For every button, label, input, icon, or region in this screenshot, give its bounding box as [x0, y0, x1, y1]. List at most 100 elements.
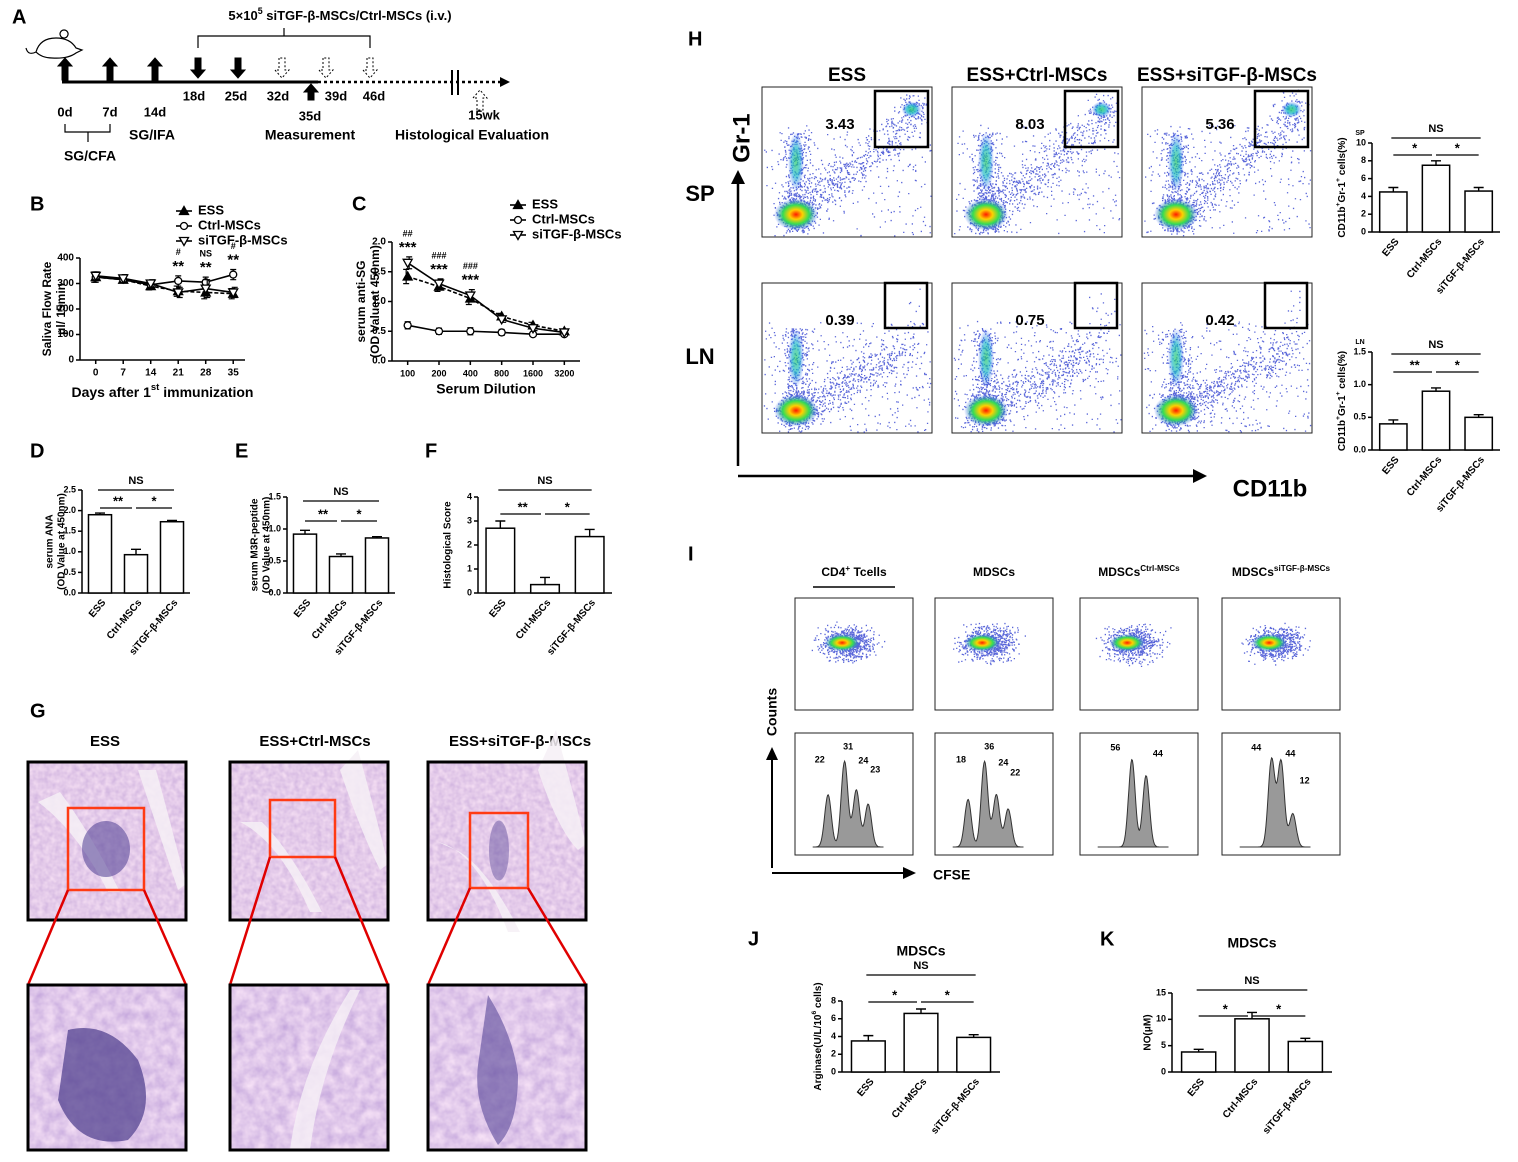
superscript: + — [1335, 178, 1342, 182]
data-point — [145, 279, 157, 290]
x-tick-label: siTGF-β-MSCs — [1261, 1076, 1314, 1136]
y-tick-label: 1.5 — [268, 491, 281, 501]
y-axis-label: NO(μM) — [1143, 1014, 1154, 1050]
density-hotspot — [964, 198, 1008, 231]
zoom-line — [228, 856, 272, 986]
text-segment: 5×10 — [228, 8, 257, 23]
significance-label: NS — [1244, 975, 1259, 987]
y-tick-label: 5 — [1161, 1040, 1166, 1050]
gate-percentage: 0.42 — [1205, 312, 1234, 329]
injection-arrow — [189, 57, 207, 79]
histogram-frame — [1079, 732, 1199, 856]
peak-label: 22 — [1010, 767, 1020, 777]
x-tick-label: 200 — [431, 368, 446, 378]
y-tick-label: 2.0 — [63, 505, 76, 515]
chart-title: MDSCs — [1227, 935, 1276, 951]
superscript: Ctrl-MSCs — [1140, 564, 1180, 573]
text-segment: MDSCs — [1232, 565, 1274, 579]
data-point — [496, 315, 508, 326]
data-point — [200, 284, 212, 295]
zoom-line — [426, 887, 472, 986]
peak-label: 44 — [1285, 748, 1295, 758]
bar — [123, 553, 149, 594]
y-axis-label: serum ANA — [45, 514, 56, 568]
y-tick-label: 2 — [467, 539, 472, 549]
cell-events — [1144, 89, 1312, 237]
day-label: 7d — [102, 104, 117, 119]
x-tick-label: Ctrl-MSCs — [1221, 1076, 1261, 1120]
phase-label: SG/IFA — [129, 127, 175, 143]
significance-label: * — [1455, 140, 1461, 155]
zoom-line — [142, 889, 188, 986]
histogram-frame — [794, 732, 914, 856]
text-segment: Arginase(U/L/10 — [813, 1014, 824, 1091]
immunization-arrow — [101, 57, 119, 81]
bar — [1287, 1040, 1324, 1073]
data-point — [402, 270, 414, 281]
y-tick-label: 0 — [1161, 1066, 1166, 1076]
arrowhead — [1193, 469, 1207, 483]
x-tick-label: Ctrl-MSCs — [105, 597, 145, 641]
panel-letter: B — [30, 193, 44, 215]
data-point — [172, 288, 184, 299]
significance-label: NS — [333, 486, 348, 498]
day-label: 35d — [299, 108, 321, 123]
zoom-box — [268, 798, 337, 859]
density-band — [1091, 101, 1112, 118]
significance-label: ** — [318, 506, 329, 521]
y-tick-label: 400 — [57, 253, 74, 264]
y-tick-label: 10 — [1156, 1014, 1166, 1024]
data-point — [527, 324, 539, 335]
gate — [1263, 281, 1309, 330]
significance-label: # — [176, 247, 181, 257]
bar — [1234, 1018, 1270, 1073]
bar — [1421, 164, 1451, 233]
day-label: 32d — [267, 88, 289, 103]
density-band — [1168, 328, 1184, 388]
column-header: MDSCsCtrl-MSCs — [1098, 564, 1180, 580]
y-axis-label: Gr-1 — [728, 113, 755, 162]
y-tick-label: 0 — [831, 1066, 836, 1076]
immunization-arrow — [56, 57, 74, 81]
injection-arrow — [229, 57, 247, 79]
x-axis-label: CFSE — [933, 867, 970, 883]
image-frame — [26, 983, 188, 1152]
y-tick-label: 1 — [467, 563, 472, 573]
tissue-tag: SP — [1355, 130, 1365, 137]
y-axis-label: μl/ 15min — [54, 283, 68, 335]
arrowhead — [903, 867, 916, 879]
infiltrate — [58, 1028, 146, 1142]
text-segment: Gr-1 — [1337, 182, 1348, 203]
series-line — [95, 275, 234, 294]
y-tick-label: 0.5 — [1353, 412, 1366, 422]
significance-label: ** — [172, 258, 184, 275]
row-label: LN — [685, 344, 714, 369]
panel-letter: J — [748, 928, 759, 950]
y-axis-label: serum M3R-peptide — [250, 498, 261, 591]
superscript: st — [151, 382, 160, 393]
significance-label: *** — [399, 239, 417, 256]
significance-label: * — [151, 493, 157, 508]
bar — [292, 533, 318, 594]
data-point — [433, 279, 445, 290]
bar — [529, 583, 561, 594]
density-hotspot — [1154, 198, 1198, 231]
x-tick-label: siTGF-β-MSCs — [929, 1076, 982, 1136]
text-segment: cells) — [813, 982, 824, 1010]
data-point — [434, 327, 444, 336]
peak-label: 23 — [870, 764, 880, 774]
y-axis-label: (OD Value at 450nm) — [262, 497, 273, 594]
cfse-histogram — [812, 759, 884, 848]
significance-label: * — [1412, 140, 1418, 155]
bar — [1378, 423, 1408, 451]
day-label: 14d — [144, 104, 166, 119]
x-tick-label: ESS — [1186, 1076, 1208, 1099]
bar — [364, 537, 390, 594]
significance-label: * — [1455, 357, 1461, 372]
timeline-arrowhead — [500, 77, 510, 87]
planned-injection-arrow — [273, 57, 291, 79]
y-tick-label: 1.0 — [1353, 379, 1366, 389]
x-tick-label: 14 — [145, 368, 157, 379]
y-tick-label: 4 — [831, 1031, 836, 1041]
text-segment: CD11b — [1337, 420, 1348, 451]
